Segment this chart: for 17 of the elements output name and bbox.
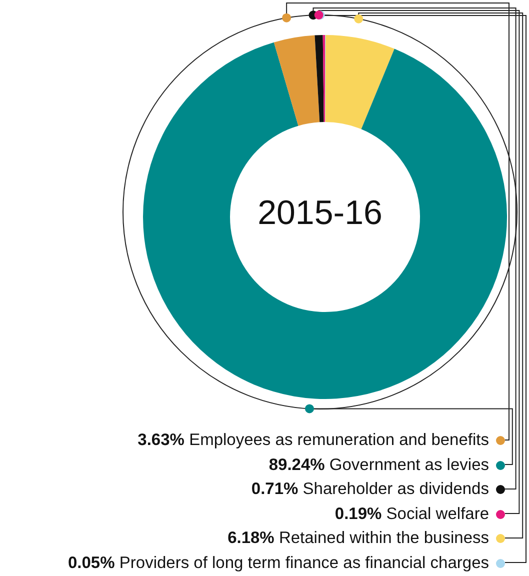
legend-label: Shareholder as dividends [302,480,489,498]
data-label: 89.24% [268,456,325,474]
legend-label: Retained within the business [278,529,489,547]
data-label: 0.19% [334,504,382,522]
data-label: 0.05% [68,554,115,572]
legend-label: Employees as remuneration and benefits [189,431,489,449]
text: 2015-16 [258,194,382,232]
legend-label: Providers of long term finance as financial charges [119,554,489,572]
donut-slice [143,42,507,399]
legend-label: Social welfare [386,504,489,522]
donut-slice [314,35,324,122]
data-label: 0.71% [251,480,298,498]
donut-slice [274,35,320,126]
legend-label: Government as levies [329,456,489,474]
data-label: 3.63% [138,431,184,449]
data-label: 6.18% [228,529,274,547]
donut-slice [325,35,394,130]
